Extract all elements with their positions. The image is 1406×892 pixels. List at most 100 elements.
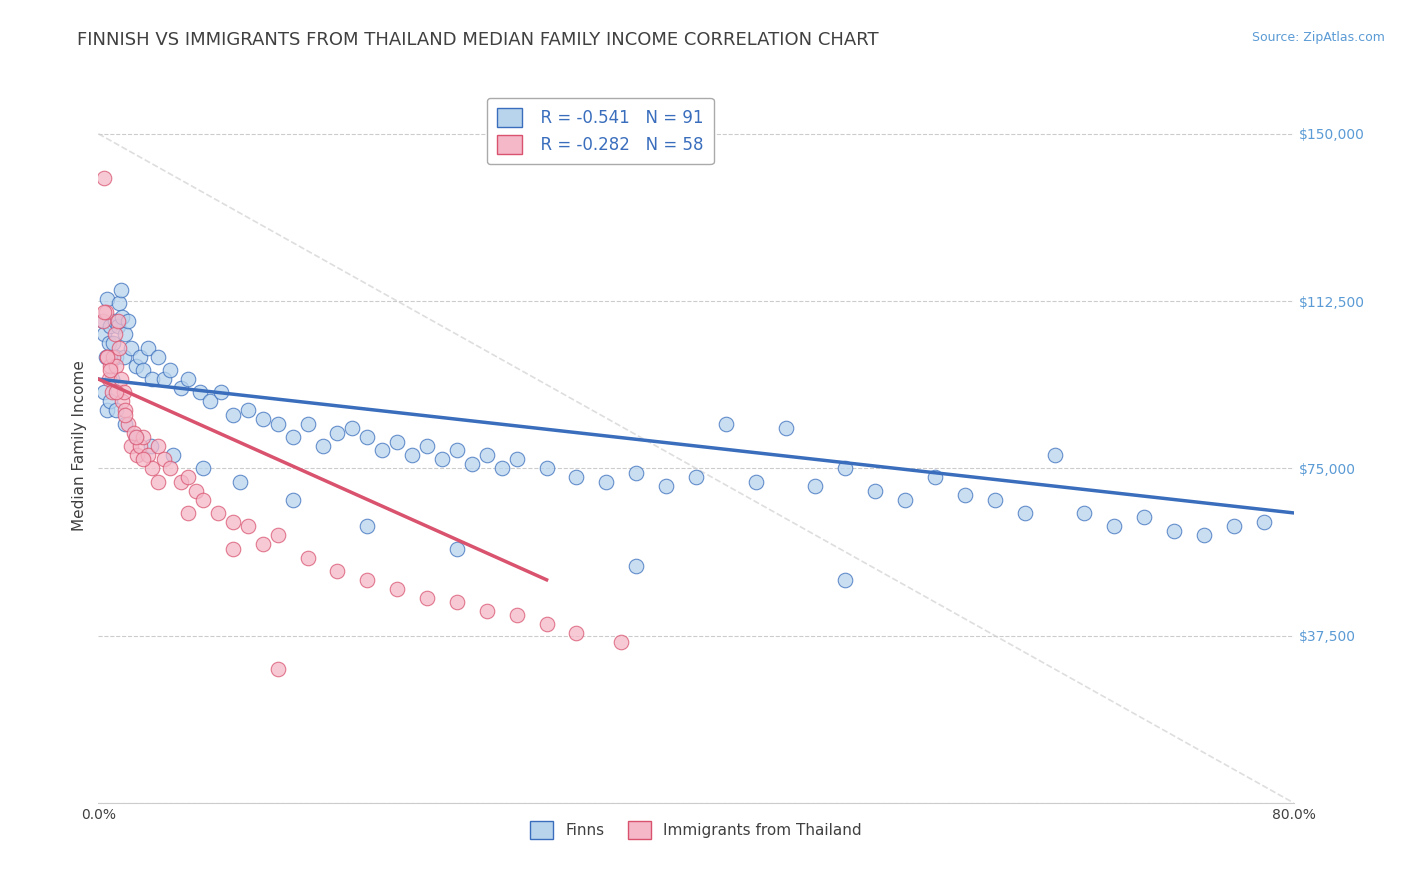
Point [229,475,252,489]
Point [153,452,176,467]
Point [416,591,439,605]
Point [491,461,513,475]
Point [222,408,245,422]
Point [356,573,378,587]
Point [297,417,319,431]
Point [103,336,125,351]
Point [506,608,529,623]
Point [101,372,124,386]
Point [169,475,191,489]
Point [105,359,128,373]
Point [626,466,648,480]
Point [655,479,678,493]
Point [93,385,115,400]
Point [110,283,132,297]
Point [385,582,409,596]
Point [93,305,115,319]
Point [207,506,229,520]
Point [894,492,917,507]
Point [475,604,498,618]
Point [626,559,648,574]
Point [281,492,304,507]
Point [924,470,946,484]
Point [107,314,129,328]
Point [984,492,1007,507]
Point [685,470,707,484]
Point [94,305,117,319]
Point [114,408,136,422]
Point [148,439,170,453]
Point [136,341,159,355]
Point [97,336,120,351]
Point [1073,506,1095,520]
Point [98,318,122,333]
Point [98,394,122,409]
Point [105,385,128,400]
Point [117,314,139,328]
Point [177,506,200,520]
Point [114,417,136,431]
Point [125,430,148,444]
Point [1104,519,1126,533]
Point [252,412,274,426]
Point [267,417,290,431]
Point [136,448,159,462]
Point [110,372,132,386]
Point [177,470,200,484]
Point [124,425,146,440]
Point [107,318,129,333]
Point [101,385,124,400]
Point [1163,524,1185,538]
Point [132,430,155,444]
Point [236,519,259,533]
Point [129,439,152,453]
Point [834,573,856,587]
Point [342,421,364,435]
Point [117,417,139,431]
Point [105,350,128,364]
Point [132,363,155,377]
Point [91,314,114,328]
Point [297,550,319,565]
Point [132,452,155,467]
Point [745,475,768,489]
Point [446,595,468,609]
Y-axis label: Median Family Income: Median Family Income [72,360,87,532]
Point [125,359,148,373]
Point [191,492,214,507]
Point [446,541,468,556]
Point [96,350,118,364]
Point [222,541,245,556]
Point [565,626,588,640]
Point [326,425,349,440]
Point [536,617,558,632]
Point [267,662,290,676]
Point [865,483,887,498]
Point [356,430,378,444]
Point [200,394,222,409]
Point [1133,510,1156,524]
Point [281,430,304,444]
Point [93,171,115,186]
Point [1253,515,1275,529]
Point [184,483,207,498]
Point [96,403,118,417]
Point [236,403,259,417]
Point [129,350,152,364]
Point [446,443,468,458]
Point [97,372,120,386]
Point [159,363,181,377]
Point [1192,528,1215,542]
Point [96,350,118,364]
Point [104,314,127,328]
Point [162,448,184,462]
Legend: Finns, Immigrants from Thailand: Finns, Immigrants from Thailand [524,815,868,845]
Point [1043,448,1066,462]
Point [595,475,617,489]
Point [565,470,588,484]
Point [536,461,558,475]
Point [953,488,976,502]
Point [326,564,349,578]
Point [416,439,439,453]
Point [93,327,115,342]
